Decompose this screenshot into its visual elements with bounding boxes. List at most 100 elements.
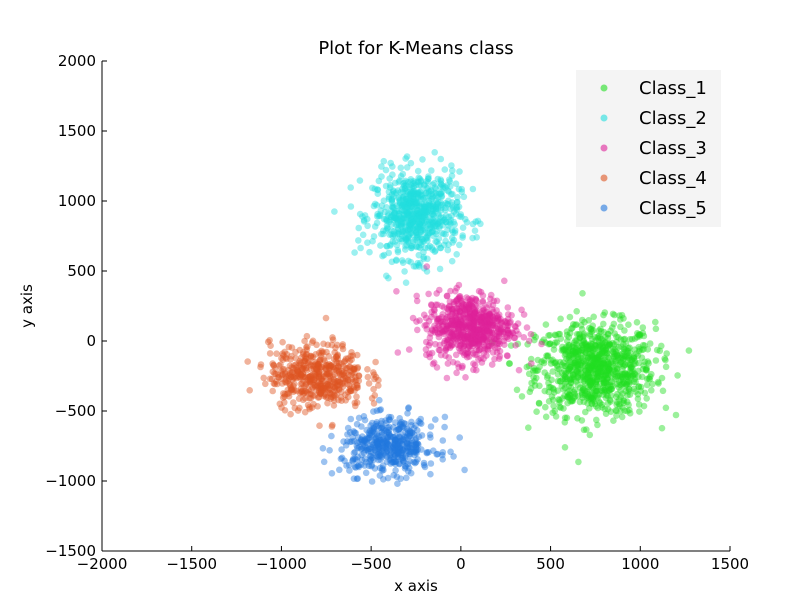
data-point	[576, 331, 584, 338]
data-point	[317, 382, 325, 390]
data-point	[393, 189, 400, 196]
data-point	[429, 206, 437, 213]
data-point	[434, 198, 442, 206]
data-point	[654, 378, 662, 386]
data-point	[351, 249, 358, 256]
data-point	[311, 358, 319, 366]
data-point	[450, 306, 457, 313]
data-point	[462, 301, 470, 309]
data-point	[585, 396, 593, 403]
data-point	[416, 202, 423, 209]
data-point	[440, 184, 447, 192]
data-point	[625, 377, 633, 385]
data-point	[415, 212, 423, 220]
data-point	[576, 334, 584, 341]
data-point	[496, 337, 503, 345]
data-point	[454, 300, 462, 308]
data-point	[448, 310, 456, 318]
data-point	[461, 338, 469, 346]
data-point	[410, 188, 417, 195]
data-point	[607, 408, 615, 416]
data-point	[493, 329, 501, 337]
data-point	[437, 199, 444, 206]
data-point	[423, 213, 430, 220]
data-point	[351, 364, 358, 371]
data-point	[631, 370, 638, 377]
data-point	[426, 221, 434, 229]
data-point	[437, 201, 445, 209]
data-point	[302, 374, 309, 381]
data-point	[632, 388, 639, 395]
data-point	[463, 333, 471, 340]
data-point	[552, 358, 560, 366]
data-point	[417, 226, 424, 234]
data-point	[552, 413, 560, 420]
data-point	[511, 334, 519, 342]
data-point	[328, 470, 336, 477]
data-point	[373, 407, 381, 415]
data-point	[308, 339, 316, 346]
data-point	[598, 371, 605, 378]
data-point	[407, 217, 414, 225]
data-point	[610, 363, 617, 370]
data-point	[382, 452, 389, 459]
data-point	[456, 308, 463, 315]
data-point	[373, 219, 381, 227]
data-point	[616, 396, 623, 403]
data-point	[306, 404, 313, 411]
data-point	[596, 399, 604, 407]
data-point	[376, 396, 383, 404]
data-point	[579, 342, 586, 349]
data-point	[386, 184, 394, 191]
data-point	[461, 306, 469, 314]
data-point	[587, 354, 594, 362]
data-point	[604, 392, 612, 400]
data-point	[600, 375, 608, 383]
data-point	[626, 386, 633, 393]
data-point	[389, 238, 397, 245]
data-point	[494, 328, 501, 335]
data-point	[459, 298, 466, 305]
data-point	[386, 218, 393, 226]
data-point	[592, 380, 600, 388]
legend-marker	[600, 174, 608, 182]
data-point	[403, 209, 411, 217]
data-point	[487, 295, 494, 303]
data-point	[390, 456, 398, 463]
data-point	[582, 408, 589, 416]
data-point	[471, 309, 479, 316]
data-point	[590, 345, 597, 353]
data-point	[478, 333, 486, 341]
data-point	[403, 198, 410, 205]
data-point	[561, 444, 569, 451]
legend-label: Class_5	[639, 198, 707, 219]
data-point	[570, 376, 578, 383]
data-point	[339, 380, 347, 388]
data-point	[313, 341, 320, 349]
data-point	[361, 455, 369, 463]
data-point	[592, 358, 599, 366]
data-point	[504, 352, 511, 360]
data-point	[454, 194, 461, 201]
data-point	[573, 321, 580, 328]
data-point	[427, 434, 434, 441]
data-point	[471, 330, 478, 338]
data-point	[587, 362, 595, 370]
data-point	[396, 196, 404, 204]
data-point	[420, 200, 428, 208]
data-point	[401, 219, 408, 226]
data-point	[500, 337, 508, 345]
data-point	[563, 331, 571, 339]
data-point	[435, 224, 443, 231]
data-point	[586, 431, 594, 439]
data-point	[588, 352, 596, 359]
data-point	[435, 193, 442, 201]
data-point	[407, 189, 415, 196]
data-point	[418, 219, 426, 226]
data-point	[474, 342, 481, 350]
data-point	[393, 221, 401, 229]
data-point	[275, 362, 283, 369]
data-point	[588, 352, 595, 360]
data-point	[493, 333, 501, 340]
data-point	[435, 330, 442, 338]
